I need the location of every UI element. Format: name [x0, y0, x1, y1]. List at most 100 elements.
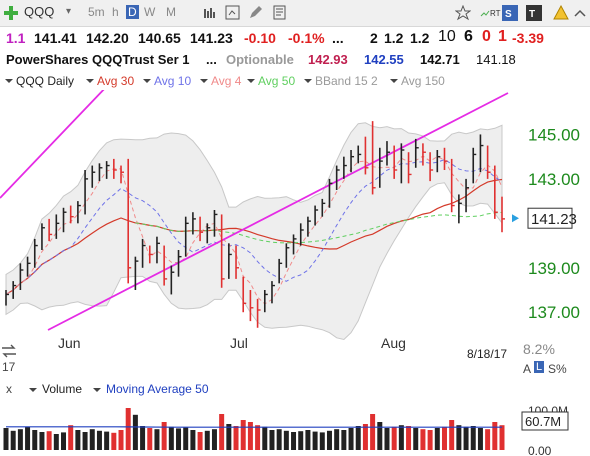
avg30-dropdown-icon[interactable]: [85, 76, 95, 86]
volume-bar: [456, 425, 462, 450]
price-bar: [299, 223, 304, 246]
volume-bar: [154, 429, 160, 450]
price-bar: [206, 223, 211, 244]
volume-bar: [370, 414, 376, 450]
price-bar: [450, 158, 455, 213]
rt-icon[interactable]: RT: [480, 6, 502, 20]
legend-avg10[interactable]: Avg 10: [154, 74, 192, 88]
volume-bar: [204, 430, 210, 450]
volume-bar: [226, 424, 232, 450]
bband-fill: [5, 122, 503, 341]
swap-icon[interactable]: [0, 343, 18, 359]
name-dots: ...: [206, 52, 217, 67]
quote-n2: 1.2: [384, 30, 404, 46]
legend-avg30[interactable]: Avg 30: [97, 74, 135, 88]
quote-dots: ...: [332, 30, 344, 46]
volume-label: Volume: [42, 382, 83, 396]
price-bar: [55, 214, 60, 239]
plus-icon[interactable]: [3, 5, 19, 21]
price-bar: [148, 245, 153, 264]
volume-bar: [75, 430, 81, 450]
legend-bband[interactable]: BBand 15 2: [315, 74, 378, 88]
volume-tick-label: 0.00: [528, 444, 552, 456]
volume-bar: [269, 430, 275, 450]
legend-avg150[interactable]: Avg 150: [401, 74, 445, 88]
volume-bar: [3, 428, 9, 450]
last-price-tag: 141.23: [512, 207, 577, 229]
quote-n6: 0: [482, 28, 491, 45]
price-bar: [199, 216, 204, 242]
volume-bar: [39, 432, 45, 450]
price-bar: [213, 210, 218, 237]
chevron-up-icon[interactable]: [573, 6, 587, 20]
avg10-dropdown-icon[interactable]: [142, 76, 152, 86]
volume-bar: [247, 422, 253, 450]
price-bar: [458, 194, 462, 224]
volume-bar: [161, 422, 167, 450]
legend-avg50[interactable]: Avg 50: [258, 74, 296, 88]
bar-style-icon[interactable]: [203, 6, 217, 20]
quote-n8: -3.39: [512, 30, 544, 46]
price-bars: [5, 121, 505, 328]
avg50-dropdown-icon[interactable]: [246, 76, 256, 86]
quote-open: 141.41: [34, 30, 77, 46]
timeframe-5m[interactable]: 5m: [88, 5, 105, 19]
symbol-input[interactable]: QQQ: [24, 4, 55, 19]
volume-bar: [485, 429, 491, 450]
date-axis: Jun Jul Aug: [58, 335, 406, 351]
volume-dropdown-icon[interactable]: [28, 385, 38, 395]
indicator-dropdown-icon[interactable]: [4, 76, 14, 86]
notes-icon[interactable]: [272, 5, 287, 20]
timeframe-w[interactable]: W: [144, 5, 156, 19]
volume-close-icon[interactable]: x: [6, 382, 12, 396]
volume-bar: [183, 427, 189, 450]
legend-avg4[interactable]: Avg 4: [211, 74, 242, 88]
upper-trend-line: [0, 90, 105, 199]
avg4-dropdown-icon[interactable]: [199, 76, 209, 86]
favorite-star-icon[interactable]: [455, 5, 471, 21]
s-pct-toggle[interactable]: S%: [548, 362, 567, 376]
price-bar: [443, 147, 448, 170]
scan-icon[interactable]: S: [502, 5, 522, 21]
volume-bar: [362, 424, 368, 450]
price-bar: [105, 161, 110, 179]
price-bar: [393, 145, 398, 179]
price-bar: [192, 212, 196, 235]
price-bar: [307, 216, 311, 237]
volume-bar: [125, 408, 131, 450]
trend-tools-icon[interactable]: T: [526, 5, 546, 21]
l-toggle[interactable]: L: [534, 361, 545, 373]
a-toggle[interactable]: A: [523, 362, 532, 376]
price-bar: [314, 205, 319, 226]
quote-change: -0.10: [244, 30, 276, 46]
price-bar: [12, 281, 17, 299]
date-tick-label: Jul: [230, 335, 248, 351]
volume-bar: [499, 425, 505, 450]
volume-bar: [96, 430, 102, 450]
volume-bar: [219, 414, 225, 450]
price-chart[interactable]: 137.00 139.00 143.00 145.00 141.23 Jun Jul Aug: [0, 90, 590, 380]
timeframe-m[interactable]: M: [166, 5, 176, 19]
timeframe-h[interactable]: h: [112, 5, 119, 19]
svg-text:T: T: [529, 9, 535, 20]
volume-ma-dropdown-icon[interactable]: [92, 385, 102, 395]
draw-pencil-icon[interactable]: [248, 5, 263, 20]
volume-bar: [255, 425, 261, 450]
volume-bar: [197, 432, 203, 450]
avg150-dropdown-icon[interactable]: [389, 76, 399, 86]
price-tick-label: 137.00: [528, 303, 580, 322]
timeframe-d[interactable]: D: [126, 5, 139, 19]
price-bar: [177, 250, 182, 277]
settings-grid-icon[interactable]: [225, 5, 240, 20]
bband-dropdown-icon[interactable]: [303, 76, 313, 86]
price-bar: [235, 245, 240, 279]
price-tick-label: 139.00: [528, 259, 580, 278]
price-bar: [263, 290, 268, 313]
avg4-line: [5, 155, 503, 305]
volume-bar: [190, 430, 196, 450]
symbol-dropdown-icon[interactable]: ▾: [66, 6, 72, 17]
volume-bar: [348, 428, 354, 450]
alert-icon[interactable]: [553, 5, 569, 21]
quote-change-pct: -0.1%: [288, 30, 325, 46]
